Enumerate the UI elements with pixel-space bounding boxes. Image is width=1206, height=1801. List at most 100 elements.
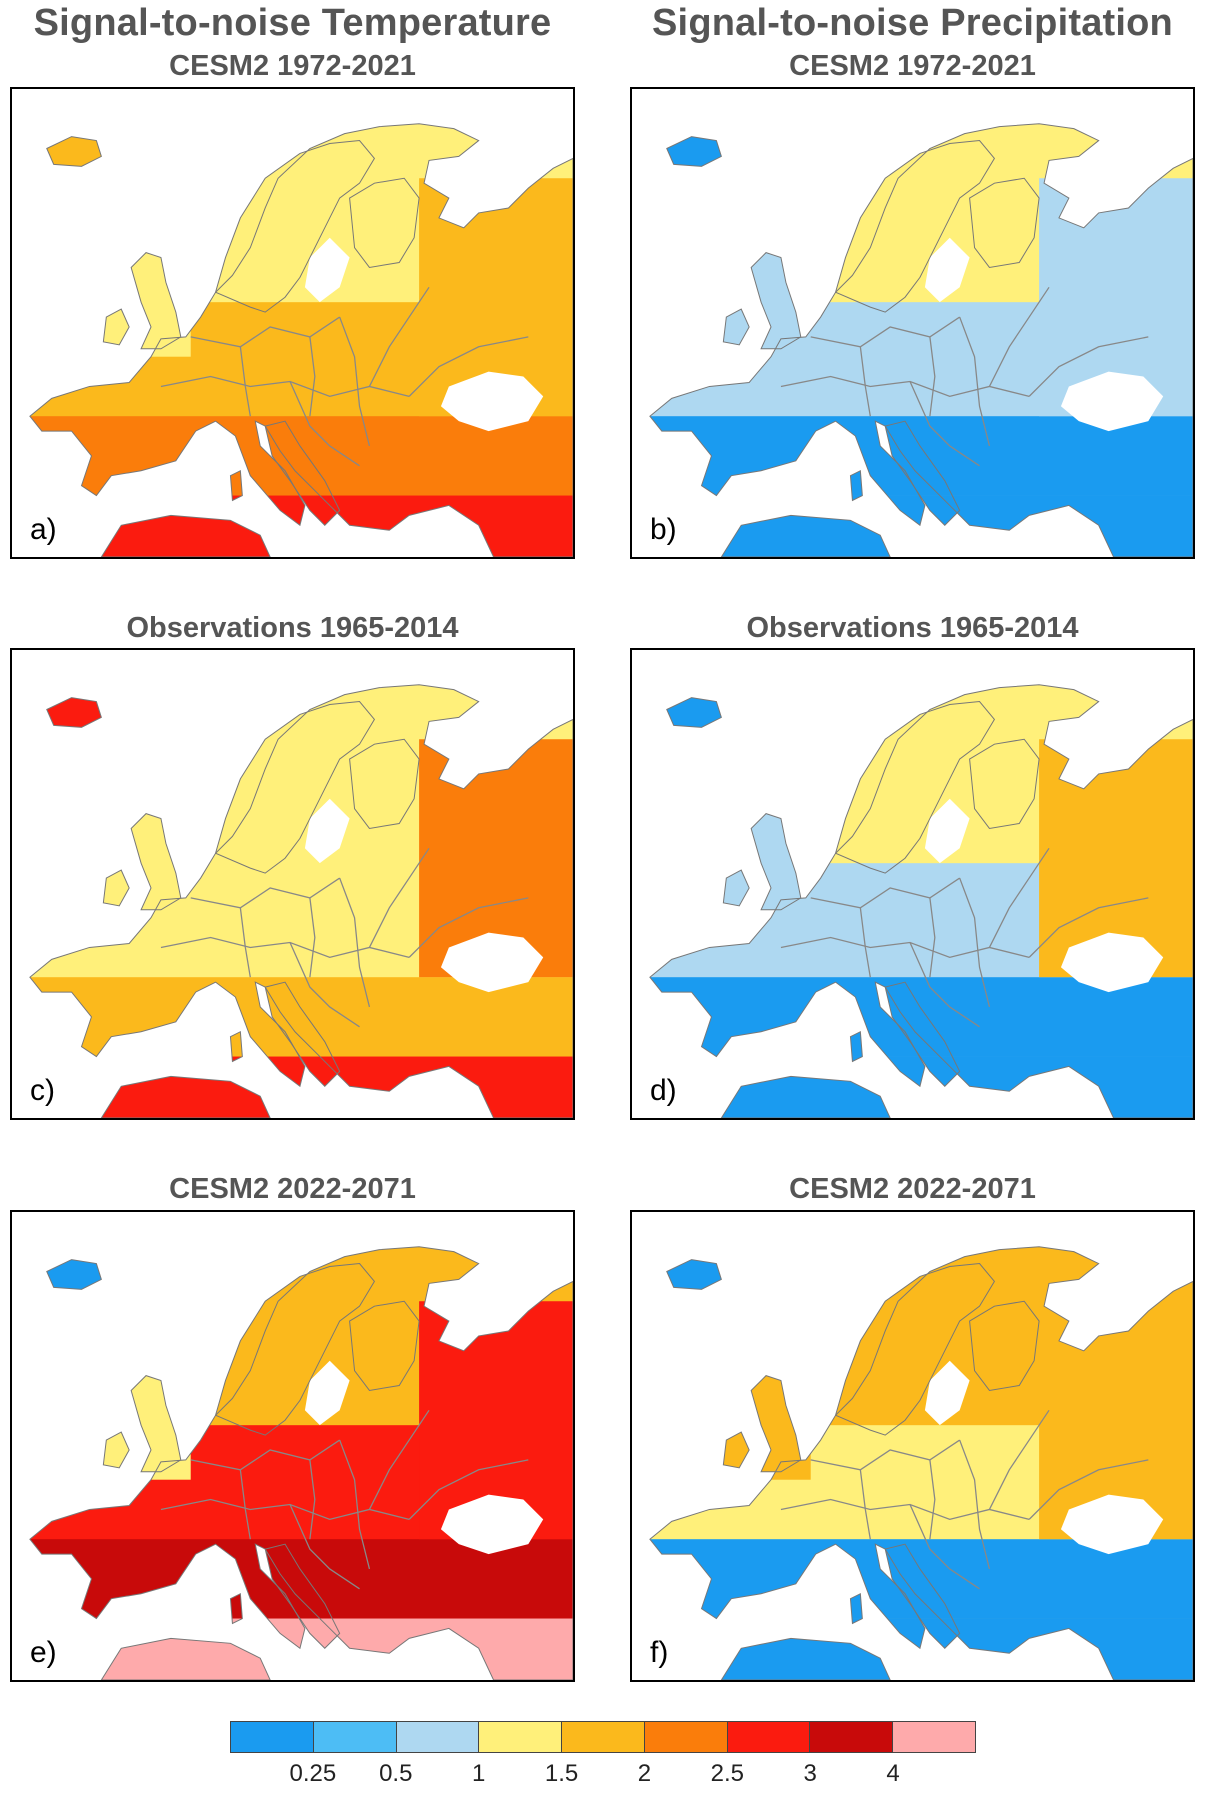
coastline (649, 1246, 1193, 1680)
field-iceland-zone (651, 1251, 742, 1302)
coastline (834, 701, 996, 874)
coastline (884, 420, 961, 526)
field-uk-zone (96, 247, 191, 357)
field-uk-zone (96, 1370, 191, 1480)
country-border (289, 942, 360, 1028)
coastline (102, 869, 130, 907)
country-border (859, 346, 871, 417)
country-border (239, 907, 251, 978)
black-sea (440, 371, 544, 432)
country-border (810, 1439, 961, 1471)
panel-e-map: e) (10, 1210, 575, 1682)
baltic-sea (924, 798, 970, 864)
coastline (969, 1300, 1040, 1392)
country-border (309, 1459, 316, 1540)
panel-b-label: b) (646, 513, 681, 547)
field-uk-zone (716, 247, 811, 357)
black-sea (1060, 932, 1164, 993)
coastline (666, 1259, 722, 1290)
country-border (289, 1504, 360, 1590)
field-uk-zone (96, 808, 191, 918)
coastline (130, 252, 182, 350)
baltic-sea (304, 798, 350, 864)
colorbar-tick-label: 1 (471, 1760, 486, 1787)
baltic-sea (304, 1360, 350, 1426)
country-border (1028, 897, 1149, 958)
country-border (810, 877, 961, 909)
country-border (289, 381, 360, 467)
europe-map (649, 1246, 1193, 1680)
coastline (666, 697, 722, 728)
coastline (214, 140, 376, 313)
coastline (649, 684, 1193, 1118)
colorbar (230, 1721, 976, 1753)
colorbar-bin (810, 1722, 894, 1752)
coastline (666, 136, 722, 167)
coastline (214, 701, 376, 874)
panel-e-title: CESM2 2022-2071 (169, 1173, 416, 1205)
country-border (239, 1469, 251, 1540)
coastline (720, 514, 891, 557)
field-iceland-zone (651, 689, 742, 740)
panel-c-label: c) (26, 1074, 59, 1108)
country-border (909, 942, 980, 1028)
country-border (368, 286, 430, 387)
country-border (988, 1409, 1050, 1510)
coastline (100, 1637, 271, 1680)
country-border (929, 336, 936, 417)
baltic-sea (924, 1360, 970, 1426)
coastline (349, 177, 420, 269)
europe-map (649, 123, 1193, 557)
coastline (100, 514, 271, 557)
coastline (29, 123, 573, 557)
colorbar-tick-label: 2 (637, 1760, 652, 1787)
country-border (810, 316, 961, 348)
colorbar-tick-label: 4 (886, 1760, 900, 1787)
country-border (909, 381, 980, 467)
colorbar-bin (727, 1722, 811, 1752)
field-uk-zone (716, 1370, 811, 1480)
coastline (29, 1246, 573, 1680)
colorbar-tick-label: 0.25 (289, 1760, 337, 1787)
coastline (849, 1592, 863, 1625)
coastline (100, 1075, 271, 1118)
coastline (46, 697, 102, 728)
coastline (834, 1263, 996, 1436)
colorbar-bin (479, 1722, 563, 1752)
coastline (884, 981, 961, 1087)
panel-d-title: Observations 1965-2014 (746, 612, 1079, 644)
panel-a-title: CESM2 1972-2021 (169, 50, 416, 82)
country-border (1028, 336, 1149, 397)
coastline (102, 1431, 130, 1469)
country-border (1028, 1459, 1149, 1520)
black-sea (440, 932, 544, 993)
coastline (722, 1431, 750, 1469)
coastline (750, 252, 802, 350)
field-iceland-zone (651, 128, 742, 179)
country-border (190, 877, 341, 909)
panel-e-label: e) (26, 1636, 61, 1670)
panel-c-map: c) (10, 648, 575, 1120)
coastline (750, 813, 802, 911)
colorbar-bin (396, 1722, 480, 1752)
coastline (750, 1375, 802, 1473)
baltic-sea (304, 237, 350, 303)
country-border (859, 907, 871, 978)
coastline (229, 469, 243, 502)
field-uk-zone (716, 808, 811, 918)
country-border (190, 1439, 341, 1471)
europe-map (29, 1246, 573, 1680)
coastline (130, 1375, 182, 1473)
coastline (349, 738, 420, 830)
panel-d-map: d) (630, 648, 1195, 1120)
coastline (722, 869, 750, 907)
coastline (884, 1543, 961, 1649)
country-border (339, 1439, 371, 1570)
field-iceland-zone (31, 1251, 122, 1302)
europe-map (649, 684, 1193, 1118)
country-border (929, 897, 936, 978)
coastline (46, 136, 102, 167)
coastline (349, 1300, 420, 1392)
coastline (969, 177, 1040, 269)
country-border (190, 316, 341, 348)
